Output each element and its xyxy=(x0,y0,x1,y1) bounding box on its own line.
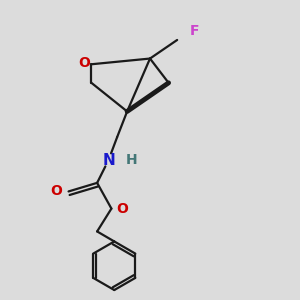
Text: N: N xyxy=(102,152,115,167)
Text: O: O xyxy=(78,56,90,70)
Text: F: F xyxy=(190,24,199,38)
Text: O: O xyxy=(51,184,62,198)
Text: O: O xyxy=(116,202,128,216)
Text: H: H xyxy=(126,153,137,167)
